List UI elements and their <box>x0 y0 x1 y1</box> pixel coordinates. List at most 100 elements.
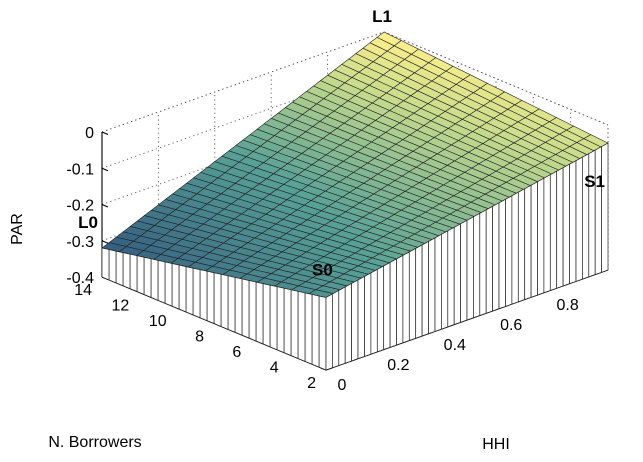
x-tick-label: 0.8 <box>556 297 578 314</box>
z-tick-mark <box>101 204 109 208</box>
y-tick-label: 14 <box>74 282 92 299</box>
side-wall-strip <box>311 293 320 368</box>
front-wall-strip <box>498 198 506 310</box>
side-wall-strip <box>150 258 159 301</box>
front-wall-strip <box>376 265 385 353</box>
side-wall-strip <box>136 255 145 295</box>
front-wall-strip <box>575 156 583 282</box>
z-tick-label: -0.3 <box>66 234 94 251</box>
box-edge <box>383 31 609 126</box>
side-wall-strip <box>283 287 292 357</box>
x-tick-label: 0.6 <box>500 317 522 334</box>
front-wall-strip <box>530 181 538 298</box>
front-wall-strip <box>428 237 436 335</box>
z-tick-mark <box>101 131 109 135</box>
front-wall-strip <box>517 188 526 303</box>
tick-labels: -0.4 -0.3 -0.2 -0.1 0 2 4 6 8 10 12 14 0 0.2 0.4 0.6 0… <box>66 125 578 394</box>
side-wall-strip <box>115 250 124 287</box>
side-wall-strip <box>122 252 131 290</box>
front-wall-strip <box>325 293 333 371</box>
x-tick-label: 0.2 <box>387 357 409 374</box>
front-wall-strip <box>396 254 404 346</box>
side-wall-strip <box>206 270 215 325</box>
corner-label-l1: L1 <box>372 7 392 26</box>
front-wall-strip <box>351 279 359 362</box>
front-wall-strip <box>357 275 365 360</box>
front-wall-strip <box>370 268 378 355</box>
front-wall-strip <box>441 230 449 330</box>
front-wall-strip <box>466 216 474 321</box>
side-wall-strip <box>318 295 327 371</box>
front-wall-strip <box>601 142 609 273</box>
side-wall-strip <box>262 283 271 348</box>
front-wall-strip <box>543 174 551 294</box>
z-axis-label: PAR <box>9 213 26 245</box>
side-wall-strip <box>269 284 278 351</box>
front-wall-strip <box>594 146 602 275</box>
y-tick-label: 4 <box>270 360 279 377</box>
side-wall-strip <box>171 263 180 310</box>
front-wall-strip <box>537 177 545 296</box>
y-axis-label: N. Borrowers <box>48 434 141 451</box>
front-wall-strip <box>505 195 513 307</box>
front-wall-strip <box>511 191 519 305</box>
side-wall-strip <box>178 264 187 313</box>
side-wall-strip <box>143 256 152 298</box>
front-wall-strip <box>453 223 461 325</box>
front-wall-strip <box>383 261 391 350</box>
front-wall-strip <box>408 247 417 341</box>
front-wall-strip <box>434 233 442 332</box>
side-wall-strip <box>157 259 166 304</box>
front-wall-strip <box>344 282 352 364</box>
side-wall-strip <box>234 276 243 336</box>
side-wall-strip <box>276 286 285 354</box>
front-wall-strip <box>524 184 532 300</box>
front-wall-strip <box>556 167 564 289</box>
y-tick-label: 10 <box>149 313 167 330</box>
box-edge <box>101 31 385 133</box>
y-tick-label: 6 <box>232 344 241 361</box>
side-wall-strip <box>248 280 257 342</box>
side-wall-strip <box>129 253 138 293</box>
front-wall-strip <box>485 205 493 314</box>
side-wall-strip <box>304 292 313 365</box>
corner-label-l0: L0 <box>78 213 98 232</box>
side-wall-strip <box>108 249 117 284</box>
front-wall-strip <box>492 202 500 312</box>
x-axis-label: HHI <box>482 436 510 453</box>
y-tick-label: 12 <box>112 298 130 315</box>
z-tick-label: 0 <box>85 125 94 142</box>
z-tick-mark <box>101 167 109 172</box>
z-tick-label: -0.4 <box>66 270 94 287</box>
side-wall-strip <box>241 278 250 339</box>
z-tick-label: -0.1 <box>66 161 94 178</box>
front-wall-strip <box>562 163 570 287</box>
gridline <box>383 31 609 126</box>
corner-label-s1: S1 <box>584 172 605 191</box>
y-tick-label: 8 <box>195 329 204 346</box>
surface-layer <box>101 31 609 371</box>
y-tick-label: 2 <box>307 375 316 392</box>
side-wall-strip <box>290 289 299 359</box>
front-wall-strip <box>421 240 429 337</box>
front-wall-strip <box>338 286 346 366</box>
front-wall-strip <box>415 244 423 339</box>
side-wall-strip <box>199 269 208 322</box>
front-wall-strip <box>389 258 397 348</box>
front-wall-strip <box>588 149 596 278</box>
corner-labels: L0 L1 S0 S1 <box>78 7 605 280</box>
front-wall-strip <box>460 219 468 323</box>
front-wall-strip <box>549 170 558 291</box>
side-wall-strip <box>192 267 201 319</box>
front-wall-strip <box>473 212 481 319</box>
front-wall-strip <box>479 209 487 316</box>
side-wall-strip <box>227 275 236 333</box>
front-wall-strip <box>447 226 455 328</box>
side-wall-strip <box>297 290 306 362</box>
x-tick-label: 0 <box>338 377 347 394</box>
front-wall-strip <box>332 289 340 369</box>
front-wall-strip <box>364 272 372 357</box>
side-wall-strip <box>255 281 264 345</box>
side-wall-strip <box>164 261 173 307</box>
